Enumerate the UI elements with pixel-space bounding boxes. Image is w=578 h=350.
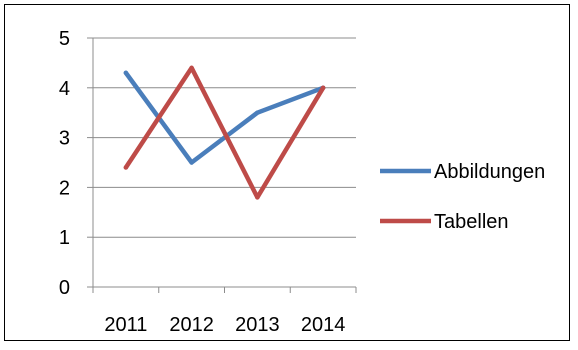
axes	[87, 37, 357, 293]
gridlines	[93, 37, 356, 238]
y-tick-label-5: 5	[59, 28, 70, 50]
data-point-abbildungen-2011	[123, 70, 129, 76]
data-point-tabellen-2012	[189, 65, 194, 71]
x-axis-tick-labels: 2011 2012 2013 2014	[104, 314, 345, 336]
data-point-tabellen-2013	[255, 195, 260, 200]
data-point-tabellen-2011	[123, 165, 129, 170]
data-point-abbildungen-2012	[189, 160, 194, 165]
legend-label-tabellen: Tabellen	[434, 211, 509, 233]
x-tick-label-2013: 2013	[235, 314, 280, 336]
y-tick-label-2: 2	[59, 177, 70, 199]
legend: Abbildungen Tabellen	[380, 161, 545, 233]
y-tick-label-0: 0	[59, 277, 70, 299]
data-point-tabellen-2014	[320, 85, 326, 91]
x-tick-label-2014: 2014	[301, 314, 346, 336]
x-tick-label-2011: 2011	[104, 314, 147, 336]
series-line-tabellen	[123, 65, 326, 200]
y-tick-label-3: 3	[59, 128, 70, 150]
x-tick-label-2012: 2012	[169, 314, 214, 336]
series-lines	[123, 65, 326, 200]
y-tick-label-4: 4	[59, 78, 70, 100]
series-line-abbildungen	[123, 70, 326, 165]
y-tick-label-1: 1	[59, 227, 70, 249]
legend-label-abbildungen: Abbildungen	[434, 161, 545, 183]
data-point-abbildungen-2013	[255, 110, 260, 115]
y-axis-tick-labels: 0 1 2 3 4 5	[59, 28, 70, 299]
chart-frame	[4, 4, 570, 341]
